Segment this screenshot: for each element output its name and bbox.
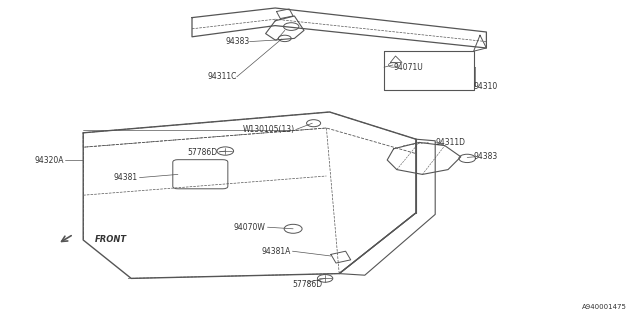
Text: 94070W: 94070W	[234, 223, 266, 232]
Text: 94381A: 94381A	[262, 247, 291, 256]
Text: W130105(13): W130105(13)	[243, 125, 294, 134]
Text: 94383: 94383	[225, 37, 250, 46]
Text: 94320A: 94320A	[35, 156, 64, 164]
Text: A940001475: A940001475	[582, 304, 627, 309]
Text: FRONT: FRONT	[95, 236, 127, 244]
Text: 94310: 94310	[474, 82, 498, 91]
Text: 57786D: 57786D	[188, 148, 218, 156]
Text: 94311C: 94311C	[207, 72, 237, 81]
Text: 94071U: 94071U	[394, 63, 423, 72]
Text: 57786D: 57786D	[292, 280, 323, 289]
Text: 94383: 94383	[474, 152, 498, 161]
Text: 94311D: 94311D	[435, 138, 465, 147]
Text: 94381: 94381	[113, 173, 138, 182]
